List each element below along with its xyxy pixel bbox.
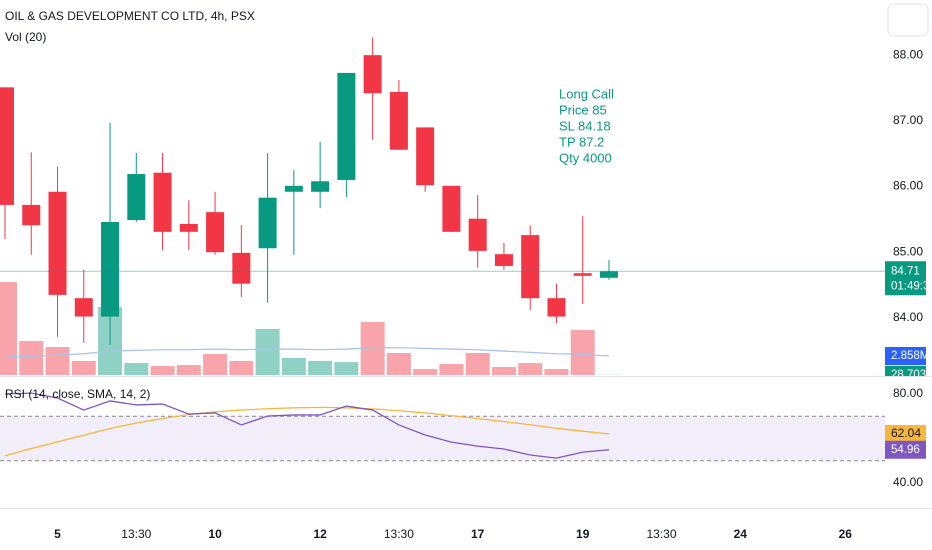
volume-bar [150, 366, 175, 375]
volume-bar [439, 364, 464, 375]
x-tick-label: 13:30 [646, 527, 676, 541]
x-tick-label: 5 [54, 527, 61, 541]
volume-bar [203, 353, 228, 375]
rsi-ma-label: 62.04 [891, 426, 921, 440]
last-price-box [885, 261, 926, 296]
x-tick-label: 12 [313, 527, 327, 541]
candle-body [442, 185, 461, 232]
volume-bar [176, 365, 201, 375]
x-tick-label: 26 [839, 527, 853, 541]
rsi-ma-box [885, 425, 926, 444]
candle-body [74, 298, 93, 317]
candle-body [337, 72, 356, 180]
candle-body [284, 185, 303, 192]
rsi-legend: RSI (14, close, SMA, 14, 2) [5, 387, 150, 401]
candle-body [22, 204, 41, 226]
candle-body [206, 212, 225, 253]
candle-body [0, 87, 14, 205]
candle-body [573, 273, 592, 276]
volume-ma-label: 2.858M [891, 350, 929, 362]
candle-body [153, 172, 172, 232]
candle-body [389, 91, 408, 150]
rsi-band-fill [0, 416, 885, 461]
volume-bar [570, 329, 595, 375]
volume-bar [229, 360, 254, 375]
volume-bar [308, 360, 333, 375]
candle-body [179, 223, 198, 232]
y-tick-label: 87.00 [893, 113, 923, 127]
x-tick-label: 17 [471, 527, 485, 541]
candle-body [416, 127, 435, 186]
y-tick-label: 88.00 [893, 47, 923, 61]
volume-bar [19, 341, 44, 375]
candle-body [599, 271, 618, 278]
last-price-label: 84.71 [891, 265, 920, 277]
volume-bar [518, 363, 543, 375]
candle-body [363, 55, 382, 94]
candle-body [101, 221, 120, 317]
price-pane [0, 37, 621, 375]
countdown-label: 01:49:31 [891, 280, 932, 292]
y-tick-label: 85.00 [893, 244, 923, 258]
volume-bar [544, 369, 569, 375]
volume-bar [281, 357, 306, 375]
volume-ma-box [885, 346, 926, 365]
x-tick-label: 19 [576, 527, 590, 541]
rsi-label: 54.96 [891, 444, 920, 456]
rsi-ma-line [4, 406, 610, 457]
candle-body [258, 197, 277, 249]
candle-body [547, 298, 566, 317]
volume-bar [124, 363, 149, 375]
annotation: Qty 4000 [559, 150, 612, 165]
volume-bar [413, 369, 438, 375]
y-tick-label: 86.00 [893, 179, 923, 193]
annotation: SL 84.18 [559, 118, 611, 133]
x-tick-label: 13:30 [121, 527, 151, 541]
toolbar-button[interactable] [887, 3, 929, 37]
x-tick-label: 13:30 [384, 527, 414, 541]
volume-ma-line [4, 347, 610, 358]
volume-bar [465, 352, 490, 375]
volume-bar [71, 360, 96, 375]
volume-bar [255, 328, 280, 375]
candle-body [468, 218, 487, 251]
x-tick-label: 24 [734, 527, 748, 541]
volume-legend: Vol (20) [5, 30, 46, 44]
volume-bar [386, 352, 411, 375]
rsi-line [4, 392, 610, 459]
candle-body [311, 181, 330, 192]
annotation: Price 85 [559, 102, 607, 117]
chart-title: OIL & GAS DEVELOPMENT CO LTD, 4h, PSX [5, 9, 255, 23]
candle-body [48, 191, 67, 295]
rsi-lines [4, 392, 610, 459]
volume-bar [334, 362, 359, 375]
rsi-pane-bg [0, 376, 932, 508]
annotation: TP 87.2 [559, 134, 604, 149]
volume-bar [0, 282, 17, 375]
volume-bar [491, 367, 516, 375]
rsi-tick-label: 80.00 [893, 386, 923, 400]
annotation: Long Call [559, 86, 614, 101]
candle-body [232, 252, 251, 284]
candle-body [494, 254, 513, 266]
candle-body [127, 174, 146, 221]
volume-bar [45, 347, 70, 375]
y-tick-label: 84.00 [893, 310, 923, 324]
rsi-box [885, 440, 926, 459]
candle-body [521, 235, 540, 299]
rsi-tick-label: 40.00 [893, 475, 923, 489]
x-tick-label: 10 [208, 527, 222, 541]
